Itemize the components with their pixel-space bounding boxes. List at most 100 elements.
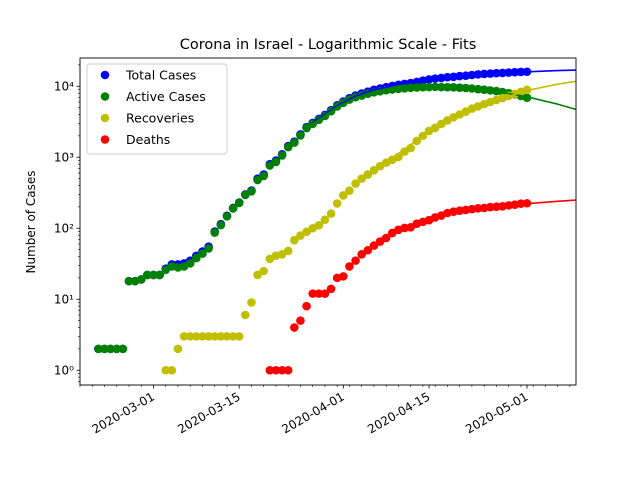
data-point: [351, 256, 360, 265]
data-point: [522, 93, 532, 102]
data-point: [136, 275, 146, 284]
data-point: [94, 344, 103, 354]
data-point: [265, 365, 275, 375]
legend-label: Active Cases: [126, 89, 206, 104]
data-point: [112, 344, 122, 354]
data-point: [381, 233, 391, 243]
fit-line-deaths: [422, 199, 576, 223]
legend-marker: [100, 92, 110, 101]
data-point: [283, 365, 293, 375]
y-tick-label: 10³: [54, 150, 74, 164]
data-point: [271, 365, 281, 375]
data-point: [357, 249, 366, 259]
data-point: [204, 332, 213, 341]
data-point: [247, 187, 256, 196]
data-point: [228, 332, 238, 341]
data-point: [339, 272, 348, 281]
legend-label: Deaths: [126, 132, 170, 147]
data-point: [149, 270, 158, 280]
data-point: [339, 191, 348, 200]
y-tick-label: 10⁴: [54, 79, 74, 93]
data-point: [320, 215, 330, 224]
data-point: [369, 241, 379, 250]
data-point: [198, 332, 207, 341]
data-point: [106, 344, 115, 354]
data-point: [326, 284, 336, 294]
y-axis-label: Number of Cases: [24, 170, 38, 273]
data-point: [179, 332, 189, 341]
data-point: [155, 270, 164, 280]
data-point: [118, 344, 128, 354]
data-point: [222, 212, 232, 221]
x-tick-label: 2020-03-01: [90, 389, 157, 436]
data-point: [161, 365, 171, 375]
data-point: [259, 266, 269, 276]
data-point: [277, 151, 287, 160]
data-point: [216, 332, 226, 341]
data-point: [259, 171, 269, 181]
data-point: [283, 142, 293, 152]
data-point: [100, 344, 109, 354]
data-point: [302, 123, 311, 133]
data-point: [277, 365, 287, 375]
series-deaths: [265, 198, 532, 375]
y-tick-label: 10²: [54, 221, 74, 235]
chart-title: Corona in Israel - Logarithmic Scale - F…: [180, 37, 477, 53]
data-point: [357, 174, 366, 183]
data-point: [216, 220, 226, 230]
data-point: [185, 259, 195, 268]
data-point: [210, 228, 220, 237]
data-point: [290, 323, 299, 332]
data-point: [332, 199, 342, 208]
data-point: [234, 198, 244, 208]
data-point: [271, 157, 281, 167]
data-point: [351, 179, 360, 188]
data-point: [345, 262, 354, 271]
legend-label: Recoveries: [126, 111, 194, 126]
data-point: [198, 249, 207, 258]
data-point: [296, 131, 305, 140]
x-tick-label: 2020-05-01: [463, 389, 530, 436]
series-active-cases: [94, 82, 532, 354]
data-point: [320, 289, 330, 298]
legend-marker: [100, 113, 110, 123]
fit-line-active-cases: [312, 86, 576, 125]
data-point: [369, 166, 379, 175]
data-point: [363, 170, 373, 179]
legend-box: [86, 63, 228, 155]
data-point: [167, 365, 177, 375]
x-tick-label: 2020-04-15: [365, 389, 432, 436]
data-point: [192, 253, 201, 263]
data-point: [314, 221, 324, 230]
data-point: [241, 310, 250, 320]
data-point: [296, 316, 305, 325]
fit-line-recoveries: [385, 80, 576, 163]
data-point: [143, 270, 152, 280]
legend-marker: [100, 135, 110, 144]
axes-frame: [79, 57, 577, 386]
data-point: [185, 332, 195, 341]
fit-line-total-cases: [312, 69, 576, 124]
data-point: [290, 138, 299, 147]
data-point: [234, 332, 244, 341]
data-point: [204, 244, 213, 253]
data-point: [222, 332, 232, 341]
legend-label: Total Cases: [125, 68, 196, 83]
y-tick-label: 10¹: [54, 292, 74, 306]
data-point: [283, 246, 293, 256]
data-point: [228, 204, 238, 213]
data-point: [290, 235, 299, 245]
data-point: [326, 209, 336, 218]
data-point: [124, 276, 134, 286]
data-point: [210, 332, 220, 341]
x-tick-label: 2020-04-01: [279, 389, 346, 436]
x-tick-label: 2020-03-15: [175, 389, 242, 436]
data-point: [363, 245, 373, 255]
data-point: [302, 301, 311, 311]
legend: Total Cases Active Cases Recoveries Deaths: [86, 63, 228, 155]
legend-marker: [100, 70, 110, 80]
plot-area: 10⁰ 10¹ 10² 10³ 10⁴ 2020-03-01 2020-03-15 2020-…: [54, 57, 577, 436]
data-point: [173, 344, 183, 354]
data-point: [247, 298, 256, 307]
